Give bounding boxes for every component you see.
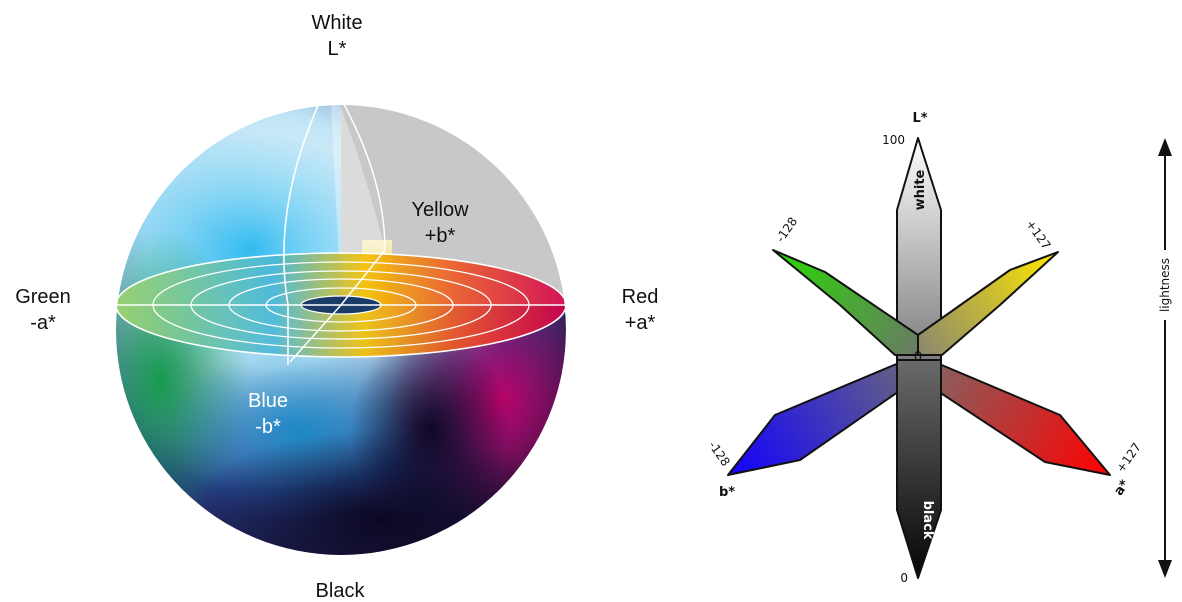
blue-label: Blue xyxy=(248,390,288,412)
red-label: Red xyxy=(622,286,659,308)
white-arm xyxy=(896,137,942,361)
l-top-value: 100 xyxy=(882,133,905,147)
diagram-l-star-label: L* xyxy=(912,111,927,126)
plus-b-label: +b* xyxy=(425,225,456,247)
white-arm-label: white xyxy=(913,169,928,210)
red-arm xyxy=(917,354,1111,476)
l-bottom-value: 0 xyxy=(900,571,908,585)
a-star-label: a* xyxy=(1112,477,1133,499)
minus-b-label: -b* xyxy=(255,416,281,438)
lab-axes-diagram xyxy=(727,137,1111,579)
yellow-label: Yellow xyxy=(411,199,469,221)
black-arm xyxy=(896,359,942,579)
green-label: Green xyxy=(15,286,71,308)
black-arm-label: black xyxy=(920,501,935,540)
yellow-end-value: +127 xyxy=(1023,217,1053,252)
center-value: 0 xyxy=(914,350,922,365)
blue-end-value: -128 xyxy=(706,439,733,469)
lightness-label: lightness xyxy=(1158,258,1172,312)
plus-a-label: +a* xyxy=(625,312,656,334)
lab-sphere xyxy=(116,105,566,555)
blue-arm xyxy=(727,354,919,476)
yellow-arm xyxy=(917,251,1059,356)
lightness-arrow xyxy=(1158,138,1172,578)
green-end-value: -128 xyxy=(773,215,800,245)
l-star-label: L* xyxy=(328,38,347,60)
b-star-label: b* xyxy=(719,485,735,500)
red-end-value: +127 xyxy=(1114,440,1144,475)
black-label: Black xyxy=(316,580,366,602)
minus-a-label: -a* xyxy=(30,312,56,334)
white-label: White xyxy=(311,12,362,34)
